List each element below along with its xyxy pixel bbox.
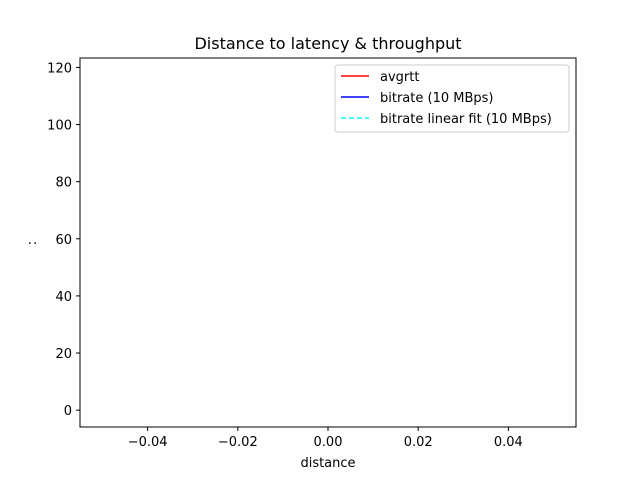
- legend-entry-label: avgrtt: [380, 70, 419, 85]
- y-axis-label: :: [25, 241, 40, 245]
- x-tick-label: 0.02: [404, 435, 433, 450]
- y-tick-label: 0: [64, 404, 72, 419]
- y-tick-label: 120: [47, 61, 72, 76]
- y-tick-label: 80: [55, 176, 72, 191]
- y-tick-label: 60: [55, 233, 72, 248]
- x-axis-label: distance: [300, 456, 355, 471]
- y-tick-label: 20: [55, 347, 72, 362]
- y-axis-ticks: 0 20 40 60 80 100 120: [47, 61, 80, 419]
- chart-title: Distance to latency & throughput: [194, 34, 461, 53]
- x-tick-label: 0.04: [494, 435, 523, 450]
- y-tick-label: 100: [47, 119, 72, 134]
- legend-box: [334, 64, 570, 133]
- x-tick-label: −0.04: [128, 435, 168, 450]
- x-axis-ticks: −0.04 −0.02 0.00 0.02 0.04: [128, 427, 523, 450]
- x-tick-label: −0.02: [218, 435, 258, 450]
- legend-entry-label: bitrate linear fit (10 MBps): [380, 112, 552, 127]
- legend: avgrtt bitrate (10 MBps) bitrate linear fi…: [334, 64, 570, 133]
- y-tick-label: 40: [55, 290, 72, 305]
- legend-entry-label: bitrate (10 MBps): [380, 91, 493, 106]
- x-tick-label: 0.00: [314, 435, 343, 450]
